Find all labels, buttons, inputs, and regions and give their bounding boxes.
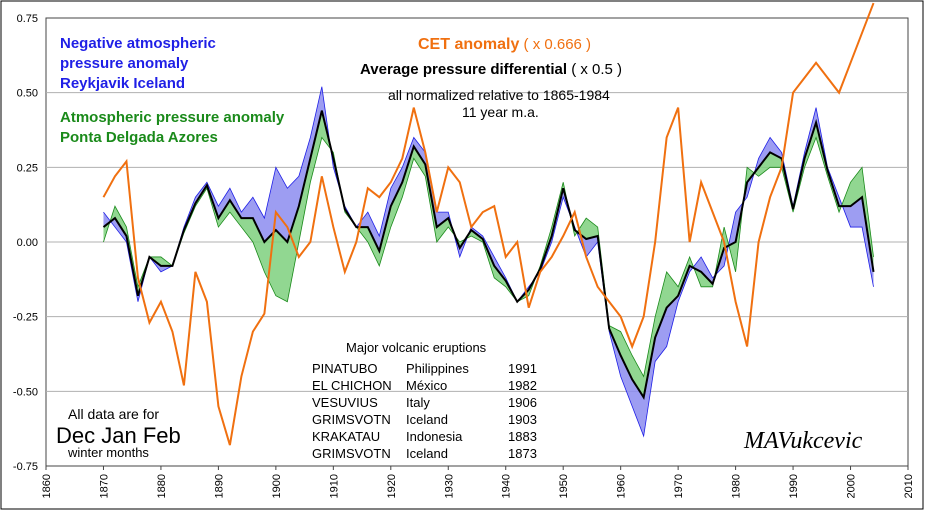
volcano-year: 1873 xyxy=(508,446,537,461)
y-tick-label: 0.25 xyxy=(17,162,38,174)
y-tick-labels: 0.75 0.50 0.25 0.00 -0.25 -0.50 -0.75 xyxy=(13,13,38,473)
volcano-name: PINATUBO xyxy=(312,361,378,376)
x-tick-label: 1960 xyxy=(616,474,628,498)
series-layer xyxy=(102,2,875,446)
volcano-row: KRAKATAU Indonesia 1883 xyxy=(312,428,548,445)
x-tick-label: 1930 xyxy=(443,474,455,498)
volcano-name: GRIMSVOTN xyxy=(312,412,391,427)
y-tick-label: 0.75 xyxy=(17,13,38,25)
normalization-note: all normalized relative to 1865-1984 xyxy=(388,87,610,103)
x-tick-label: 1900 xyxy=(271,474,283,498)
reykjavik-series-line xyxy=(103,86,874,438)
volcano-name: EL CHICHON xyxy=(312,378,392,393)
x-tick-label: 1890 xyxy=(213,474,225,498)
volcano-year: 1906 xyxy=(508,395,537,410)
volcano-year: 1903 xyxy=(508,412,537,427)
x-tick-label: 1970 xyxy=(673,474,685,498)
data-note-line2: Dec Jan Feb xyxy=(56,423,181,448)
x-tick-label: 1950 xyxy=(558,474,570,498)
series-label-azores: Atmospheric pressure anomaly Ponta Delga… xyxy=(60,109,285,146)
volcano-table: PINATUBO Philippines 1991 EL CHICHON México 1… xyxy=(312,360,548,462)
volcano-name: VESUVIUS xyxy=(312,395,378,410)
volcano-year: 1883 xyxy=(508,429,537,444)
x-tick-label: 1990 xyxy=(788,474,800,498)
x-tick-label: 2000 xyxy=(846,474,858,498)
volcano-row: EL CHICHON México 1982 xyxy=(312,377,548,394)
volcano-row: VESUVIUS Italy 1906 xyxy=(312,394,548,411)
cet-anomaly-line xyxy=(102,2,875,446)
volcano-country: Italy xyxy=(406,395,430,410)
volcano-country: Philippines xyxy=(406,361,469,376)
x-tick-label: 2010 xyxy=(903,474,915,498)
volcano-year: 1991 xyxy=(508,361,537,376)
volcano-country: Indonesia xyxy=(406,429,463,444)
x-tick-label: 1910 xyxy=(328,474,340,498)
volcano-country: México xyxy=(406,378,448,393)
azores-series-line xyxy=(103,136,874,378)
volcano-country: Iceland xyxy=(406,412,448,427)
volcano-year: 1982 xyxy=(508,378,537,393)
gridlines xyxy=(46,92,908,392)
volcano-row: GRIMSVOTN Iceland 1903 xyxy=(312,411,548,428)
x-tick-label: 1980 xyxy=(731,474,743,498)
series-label-cet: CET anomaly ( x 0.666 ) xyxy=(418,36,592,53)
y-tick-label: -0.75 xyxy=(13,461,38,473)
x-tick-labels: 1860 1870 1880 1890 1900 1910 1920 1930 1940 1950… xyxy=(41,466,915,498)
x-tick-label: 1880 xyxy=(156,474,168,498)
y-tick-label: -0.50 xyxy=(13,386,38,398)
y-tick-label: 0.00 xyxy=(17,237,38,249)
x-tick-label: 1920 xyxy=(386,474,398,498)
data-note-line1: All data are for xyxy=(68,406,160,422)
author-signature: MAVukcevic xyxy=(744,428,863,454)
series-label-differential: Average pressure differential ( x 0.5 ) xyxy=(360,61,623,78)
volcano-row: GRIMSVOTN Iceland 1873 xyxy=(312,445,548,462)
series-label-reykjavik: Negative atmospheric pressure anomaly Re… xyxy=(60,35,216,92)
volcano-name: GRIMSVOTN xyxy=(312,446,391,461)
volcano-table-title: Major volcanic eruptions xyxy=(346,340,487,355)
volcano-country: Iceland xyxy=(406,446,448,461)
volcano-name: KRAKATAU xyxy=(312,429,381,444)
data-note-line3: winter months xyxy=(68,445,149,460)
average-differential-line xyxy=(102,110,875,400)
x-tick-label: 1860 xyxy=(41,474,53,498)
moving-average-note: 11 year m.a. xyxy=(462,104,539,120)
x-tick-label: 1870 xyxy=(98,474,110,498)
y-tick-label: -0.25 xyxy=(13,312,38,324)
y-tick-label: 0.50 xyxy=(17,88,38,100)
x-tick-label: 1940 xyxy=(501,474,513,498)
volcano-row: PINATUBO Philippines 1991 xyxy=(312,360,548,377)
